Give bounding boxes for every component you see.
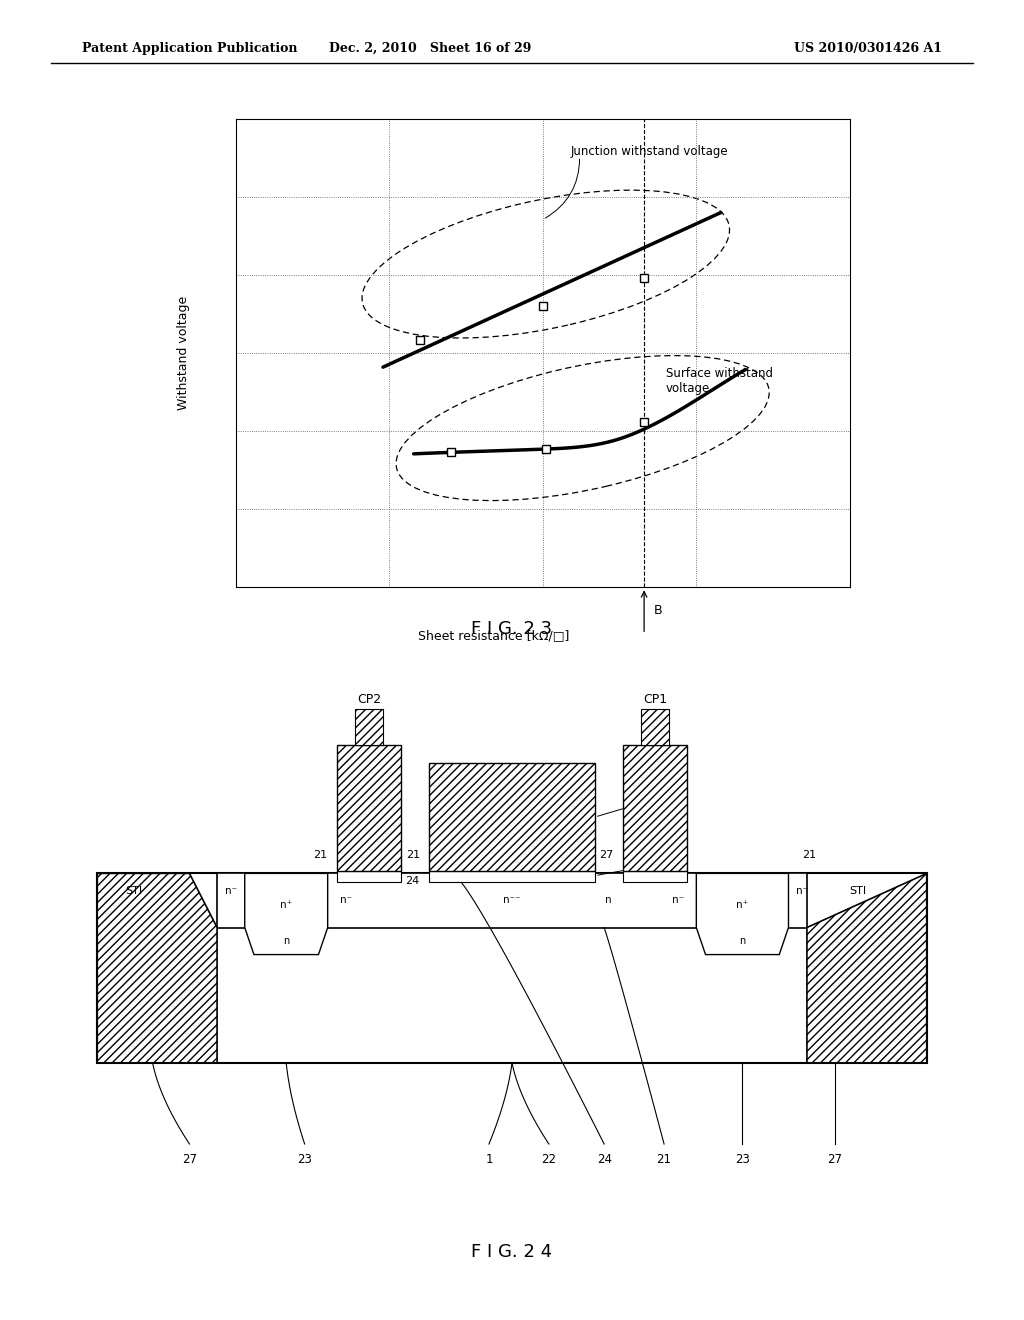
Text: n⁺: n⁺ (736, 900, 749, 909)
Text: 27: 27 (827, 1154, 842, 1166)
Bar (337, 871, 401, 882)
Bar (429, 871, 595, 882)
Text: 22: 22 (542, 1154, 556, 1166)
Text: CP2: CP2 (357, 693, 381, 706)
Text: 27: 27 (182, 1154, 197, 1166)
Text: Withstand voltage: Withstand voltage (177, 296, 189, 411)
Text: n⁻: n⁻ (672, 895, 684, 906)
Text: STI: STI (849, 887, 866, 896)
Bar (429, 763, 595, 871)
Text: 23: 23 (735, 1154, 750, 1166)
Text: n⁻: n⁻ (797, 887, 808, 896)
Text: F I G. 2 4: F I G. 2 4 (471, 1243, 553, 1262)
Bar (623, 871, 687, 882)
Text: 21: 21 (803, 850, 816, 861)
Polygon shape (696, 874, 788, 954)
Text: Junction withstand voltage: Junction withstand voltage (570, 145, 728, 157)
Text: 23: 23 (297, 1154, 312, 1166)
Text: n⁻: n⁻ (225, 887, 237, 896)
Polygon shape (807, 874, 927, 1063)
Polygon shape (245, 874, 328, 954)
Polygon shape (97, 874, 217, 1063)
Bar (97, 874, 927, 1063)
Text: n⁻⁻: n⁻⁻ (503, 895, 521, 906)
Text: n: n (605, 895, 612, 906)
Text: Sheet resistance [kΩ/□]: Sheet resistance [kΩ/□] (418, 630, 569, 643)
Text: 24: 24 (597, 1154, 611, 1166)
Bar (641, 709, 669, 744)
Text: 21: 21 (406, 850, 420, 861)
Text: 27: 27 (599, 850, 613, 861)
Text: Patent Application Publication: Patent Application Publication (82, 42, 297, 55)
Text: US 2010/0301426 A1: US 2010/0301426 A1 (794, 42, 942, 55)
Text: n: n (283, 936, 290, 946)
Text: n⁺: n⁺ (281, 900, 292, 909)
Text: 26: 26 (598, 796, 655, 816)
Text: Surface withstand
voltage: Surface withstand voltage (666, 367, 772, 395)
Text: n: n (739, 936, 745, 946)
Text: 25: 25 (598, 859, 665, 875)
Text: Dec. 2, 2010   Sheet 16 of 29: Dec. 2, 2010 Sheet 16 of 29 (329, 42, 531, 55)
Text: CP1: CP1 (643, 693, 667, 706)
Bar (355, 709, 383, 744)
Text: 21: 21 (313, 850, 328, 861)
Bar (217, 874, 807, 928)
Text: 1: 1 (485, 1154, 493, 1166)
Text: F I G. 2 3: F I G. 2 3 (471, 620, 553, 639)
Bar (337, 744, 401, 871)
Text: 24: 24 (406, 875, 420, 886)
Text: B: B (653, 603, 662, 616)
Bar (623, 744, 687, 871)
Text: STI: STI (126, 887, 142, 896)
Text: n⁻: n⁻ (340, 895, 352, 906)
Text: 21: 21 (656, 1154, 672, 1166)
